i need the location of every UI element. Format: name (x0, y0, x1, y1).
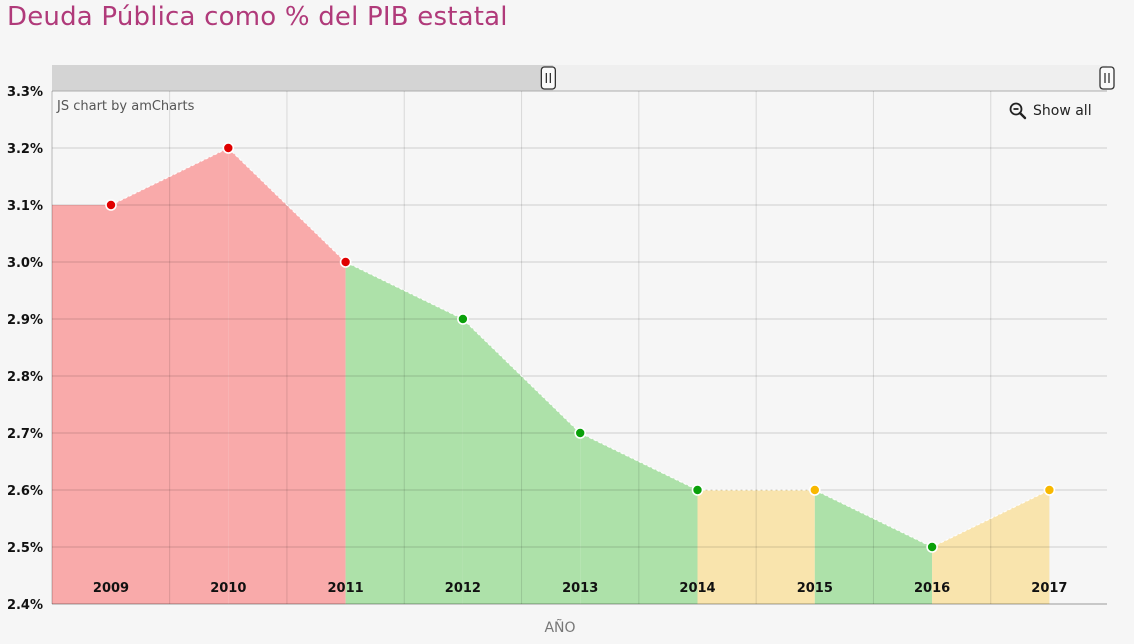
x-tick-label: 2014 (679, 581, 715, 596)
y-tick-label: 3.1% (7, 199, 43, 214)
data-point[interactable] (457, 313, 469, 325)
chart-title: Deuda Pública como % del PIB estatal (7, 2, 508, 32)
area-segment (52, 205, 111, 604)
series-line-segment (814, 489, 933, 548)
series-line-segment (110, 147, 229, 206)
area-segment (228, 148, 346, 604)
zoom-out-icon (1009, 102, 1027, 120)
data-point[interactable] (808, 484, 821, 496)
series-line-segment (931, 489, 1050, 548)
x-tick-label: 2011 (328, 581, 364, 596)
y-tick-label: 2.5% (7, 541, 43, 556)
series-line-segment (345, 261, 464, 320)
x-tick-label: 2013 (562, 581, 598, 596)
scrollbar-grip-right[interactable] (1099, 66, 1115, 90)
series-line-segment (579, 432, 698, 491)
data-point[interactable] (691, 484, 704, 496)
y-tick-label: 3.3% (7, 85, 43, 100)
y-tick-label: 3.2% (7, 142, 43, 157)
x-tick-label: 2010 (210, 581, 246, 596)
y-tick-label: 2.9% (7, 313, 43, 328)
show-all-label: Show all (1033, 103, 1092, 119)
y-tick-label: 2.8% (7, 370, 43, 385)
series-line-segment (227, 147, 347, 263)
show-all-button[interactable]: Show all (1009, 102, 1092, 120)
x-tick-label: 2009 (93, 581, 129, 596)
area-segment (462, 319, 581, 604)
series-line-segment (462, 318, 581, 434)
x-tick-label: 2016 (914, 581, 950, 596)
amcharts-credit-link[interactable]: JS chart by amCharts (57, 99, 195, 114)
y-tick-label: 3.0% (7, 256, 43, 271)
data-point[interactable] (574, 427, 587, 439)
x-tick-label: 2012 (445, 581, 481, 596)
data-point[interactable] (1043, 484, 1056, 496)
area-segment (111, 148, 229, 604)
x-axis-title: AÑO (544, 620, 576, 636)
data-point[interactable] (926, 541, 938, 553)
area-segment (697, 490, 815, 604)
y-tick-label: 2.6% (7, 484, 43, 499)
area-segment (814, 490, 933, 604)
y-tick-label: 2.7% (7, 427, 43, 442)
area-segment (345, 262, 463, 604)
data-point[interactable] (339, 256, 352, 268)
y-tick-label: 2.4% (7, 598, 43, 613)
area-segment (932, 490, 1050, 604)
x-tick-label: 2015 (797, 581, 833, 596)
data-point[interactable] (222, 142, 235, 154)
scrollbar-grip-left[interactable] (540, 66, 556, 90)
x-tick-label: 2017 (1031, 581, 1067, 596)
data-point[interactable] (105, 199, 117, 211)
scrollbar-selection[interactable] (52, 65, 553, 91)
